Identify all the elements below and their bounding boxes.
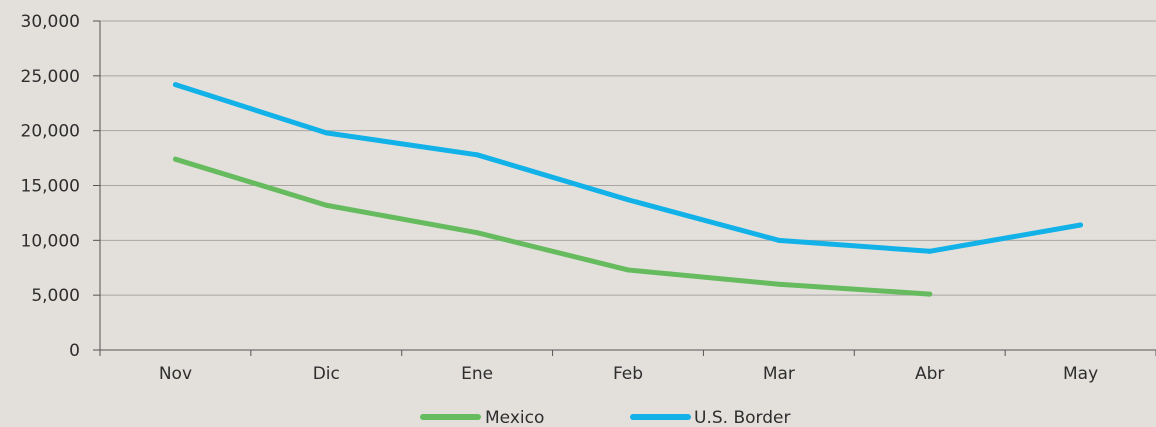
data-point-mexico xyxy=(776,281,782,287)
data-point-u-s-border xyxy=(927,248,933,254)
gridlines xyxy=(100,20,1156,296)
x-tick-label: Feb xyxy=(613,364,643,384)
data-point-u-s-border xyxy=(625,197,631,203)
x-axis-ticks: Nov Dic Ene Feb Mar Abr May xyxy=(159,364,1098,384)
y-tick-label: 25,000 xyxy=(21,67,80,87)
series-lines xyxy=(172,82,1084,297)
legend: Mexico U.S. Border xyxy=(420,408,790,427)
data-point-mexico xyxy=(323,202,329,208)
x-tick-label: Mar xyxy=(763,364,795,384)
y-tick-label: 5,000 xyxy=(31,286,80,306)
data-point-u-s-border xyxy=(474,152,480,158)
data-point-mexico xyxy=(625,267,631,273)
y-tick-label: 0 xyxy=(69,341,80,361)
axes xyxy=(93,20,1156,356)
x-tick-label: Ene xyxy=(461,364,493,384)
legend-label-u-s-border: U.S. Border xyxy=(694,408,790,427)
data-point-u-s-border xyxy=(323,130,329,136)
x-tick-label: May xyxy=(1063,364,1098,384)
y-tick-label: 15,000 xyxy=(21,177,80,197)
y-tick-label: 10,000 xyxy=(21,231,80,251)
data-point-u-s-border xyxy=(1078,222,1084,228)
series-line-u-s-border xyxy=(172,82,1084,254)
data-point-mexico xyxy=(927,291,933,297)
x-tick-label: Abr xyxy=(915,364,944,384)
data-point-u-s-border xyxy=(172,82,178,88)
data-point-u-s-border xyxy=(776,237,782,243)
legend-label-mexico: Mexico xyxy=(485,408,544,427)
data-point-mexico xyxy=(474,230,480,236)
x-tick-label: Dic xyxy=(313,364,340,384)
y-tick-label: 30,000 xyxy=(21,12,80,32)
y-tick-label: 20,000 xyxy=(21,122,80,142)
data-point-mexico xyxy=(172,156,178,162)
series-line-mexico xyxy=(172,156,933,297)
y-axis-ticks: 0 5,000 10,000 15,000 20,000 25,000 30,000 xyxy=(21,12,80,361)
x-tick-label: Nov xyxy=(159,364,192,384)
